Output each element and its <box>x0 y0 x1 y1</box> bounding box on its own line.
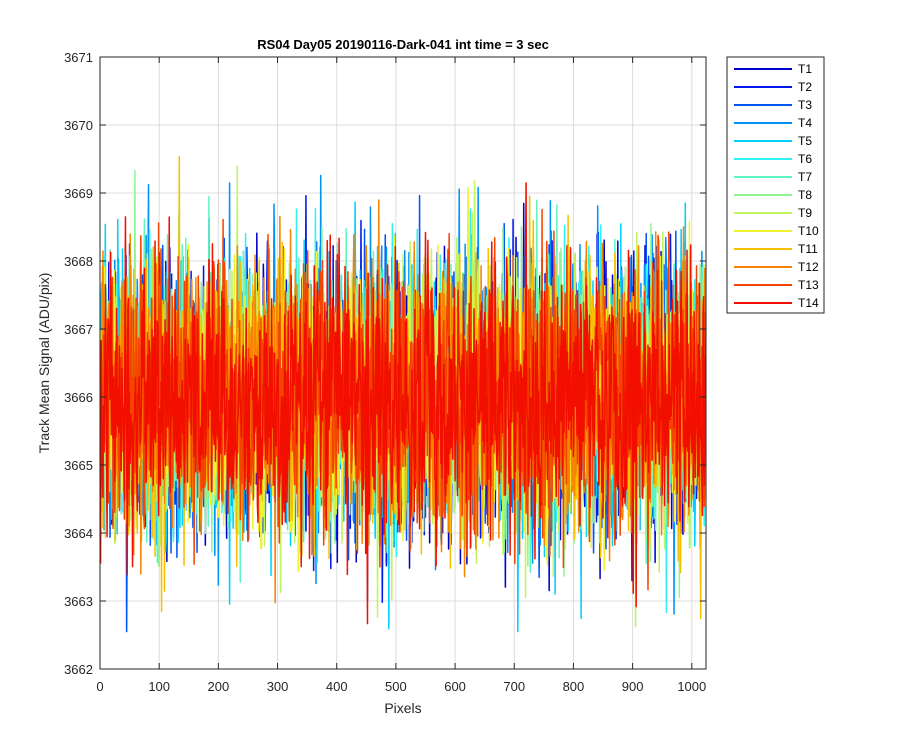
x-tick-label: 700 <box>503 679 525 694</box>
series-layer <box>100 155 706 633</box>
legend-label-t6: T6 <box>798 152 812 166</box>
y-tick-label: 3662 <box>64 662 93 677</box>
legend: T1 T2 T3 T4 T5 T6 T7 T8 T9 T10 T11 T12 T13 T14 <box>726 56 825 314</box>
y-tick-label: 3667 <box>64 322 93 337</box>
y-tick-label: 3665 <box>64 458 93 473</box>
x-tick-label: 0 <box>96 679 103 694</box>
y-tick-label: 3671 <box>64 50 93 65</box>
legend-label-t3: T3 <box>798 98 812 112</box>
y-tick-label: 3669 <box>64 186 93 201</box>
legend-label-t1: T1 <box>798 62 812 76</box>
x-tick-label: 200 <box>208 679 230 694</box>
y-tick-label: 3668 <box>64 254 93 269</box>
ticks: 0 100 200 300 400 500 600 700 800 900 1000 3662 3663… <box>64 50 706 694</box>
chart-title: RS04 Day05 20190116-Dark-041 int time = … <box>257 37 549 52</box>
y-tick-label: 3670 <box>64 118 93 133</box>
x-tick-label: 1000 <box>677 679 706 694</box>
legend-label-t11: T11 <box>798 242 818 256</box>
legend-label-t12: T12 <box>798 260 819 274</box>
x-axis-label: Pixels <box>384 700 421 716</box>
x-tick-label: 800 <box>563 679 585 694</box>
x-tick-label: 500 <box>385 679 407 694</box>
legend-items: T1 T2 T3 T4 T5 T6 T7 T8 T9 T10 T11 T12 T13 T14 <box>734 62 819 310</box>
x-tick-label: 400 <box>326 679 348 694</box>
x-tick-label: 300 <box>267 679 289 694</box>
legend-label-t2: T2 <box>798 80 812 94</box>
y-tick-label: 3664 <box>64 526 93 541</box>
legend-label-t13: T13 <box>798 278 819 292</box>
x-tick-label: 900 <box>622 679 644 694</box>
y-tick-label: 3666 <box>64 390 93 405</box>
legend-label-t14: T14 <box>798 296 819 310</box>
y-tick-label: 3663 <box>64 594 93 609</box>
legend-box <box>726 56 825 314</box>
y-axis-label: Track Mean Signal (ADU/pix) <box>36 273 52 454</box>
legend-label-t7: T7 <box>798 170 812 184</box>
legend-label-t4: T4 <box>798 116 812 130</box>
legend-label-t9: T9 <box>798 206 812 220</box>
plot-frame <box>99 56 707 670</box>
x-tick-label: 100 <box>148 679 170 694</box>
legend-label-t5: T5 <box>798 134 812 148</box>
legend-label-t10: T10 <box>798 224 819 238</box>
series-line-t14 <box>100 182 706 625</box>
x-tick-label: 600 <box>444 679 466 694</box>
series-line-t13 <box>100 208 706 591</box>
legend-label-t8: T8 <box>798 188 812 202</box>
